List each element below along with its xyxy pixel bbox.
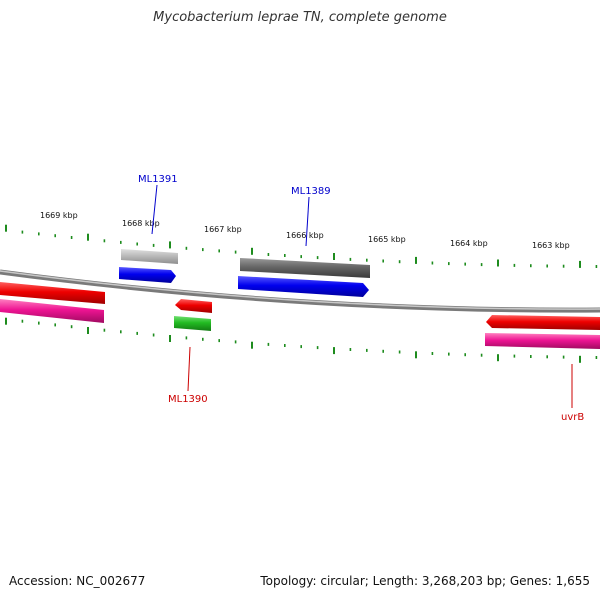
gene-uvrb-bar[interactable]	[485, 333, 600, 349]
genome-backbone	[0, 269, 600, 313]
tick-label-1668: 1668 kbp	[122, 219, 160, 228]
cds-left-red-bar[interactable]	[0, 282, 105, 304]
map-title: Mycobacterium leprae TN, complete genome	[153, 10, 447, 25]
cds-ml1389-arrow[interactable]	[238, 276, 369, 297]
tick-label-1667: 1667 kbp	[204, 225, 242, 234]
tick-label-1665: 1665 kbp	[368, 235, 406, 244]
leader-line-ml1390	[187, 346, 191, 392]
tick-label-1669: 1669 kbp	[40, 211, 78, 220]
tick-label-1666: 1666 kbp	[286, 231, 324, 240]
tick-label-1664: 1664 kbp	[450, 239, 488, 248]
label-uvrb[interactable]: uvrB	[561, 412, 584, 423]
gene-ml1391-bar[interactable]	[121, 249, 178, 264]
gene-ml1389-bar[interactable]	[240, 258, 370, 278]
label-ml1391[interactable]: ML1391	[138, 174, 178, 185]
cds-uvrb-arrow[interactable]	[486, 315, 600, 330]
gene-ml1390-bar[interactable]	[174, 316, 211, 331]
tick-label-1663: 1663 kbp	[532, 241, 570, 250]
cds-ml1390-arrow[interactable]	[175, 299, 212, 313]
genome-summary-text: Topology: circular; Length: 3,268,203 bp…	[260, 574, 590, 588]
label-ml1389[interactable]: ML1389	[291, 186, 331, 197]
accession-text: Accession: NC_002677	[9, 574, 146, 588]
cds-ml1391-arrow[interactable]	[119, 267, 176, 283]
gene-left-pink-bar[interactable]	[0, 299, 104, 323]
leader-line-ml1389	[305, 196, 310, 247]
leader-line-ml1391	[151, 184, 158, 235]
label-ml1390[interactable]: ML1390	[168, 394, 208, 405]
inner-tick-marks	[5, 317, 598, 363]
outer-tick-marks	[5, 224, 598, 268]
genome-backbone-highlight	[0, 270, 600, 310]
